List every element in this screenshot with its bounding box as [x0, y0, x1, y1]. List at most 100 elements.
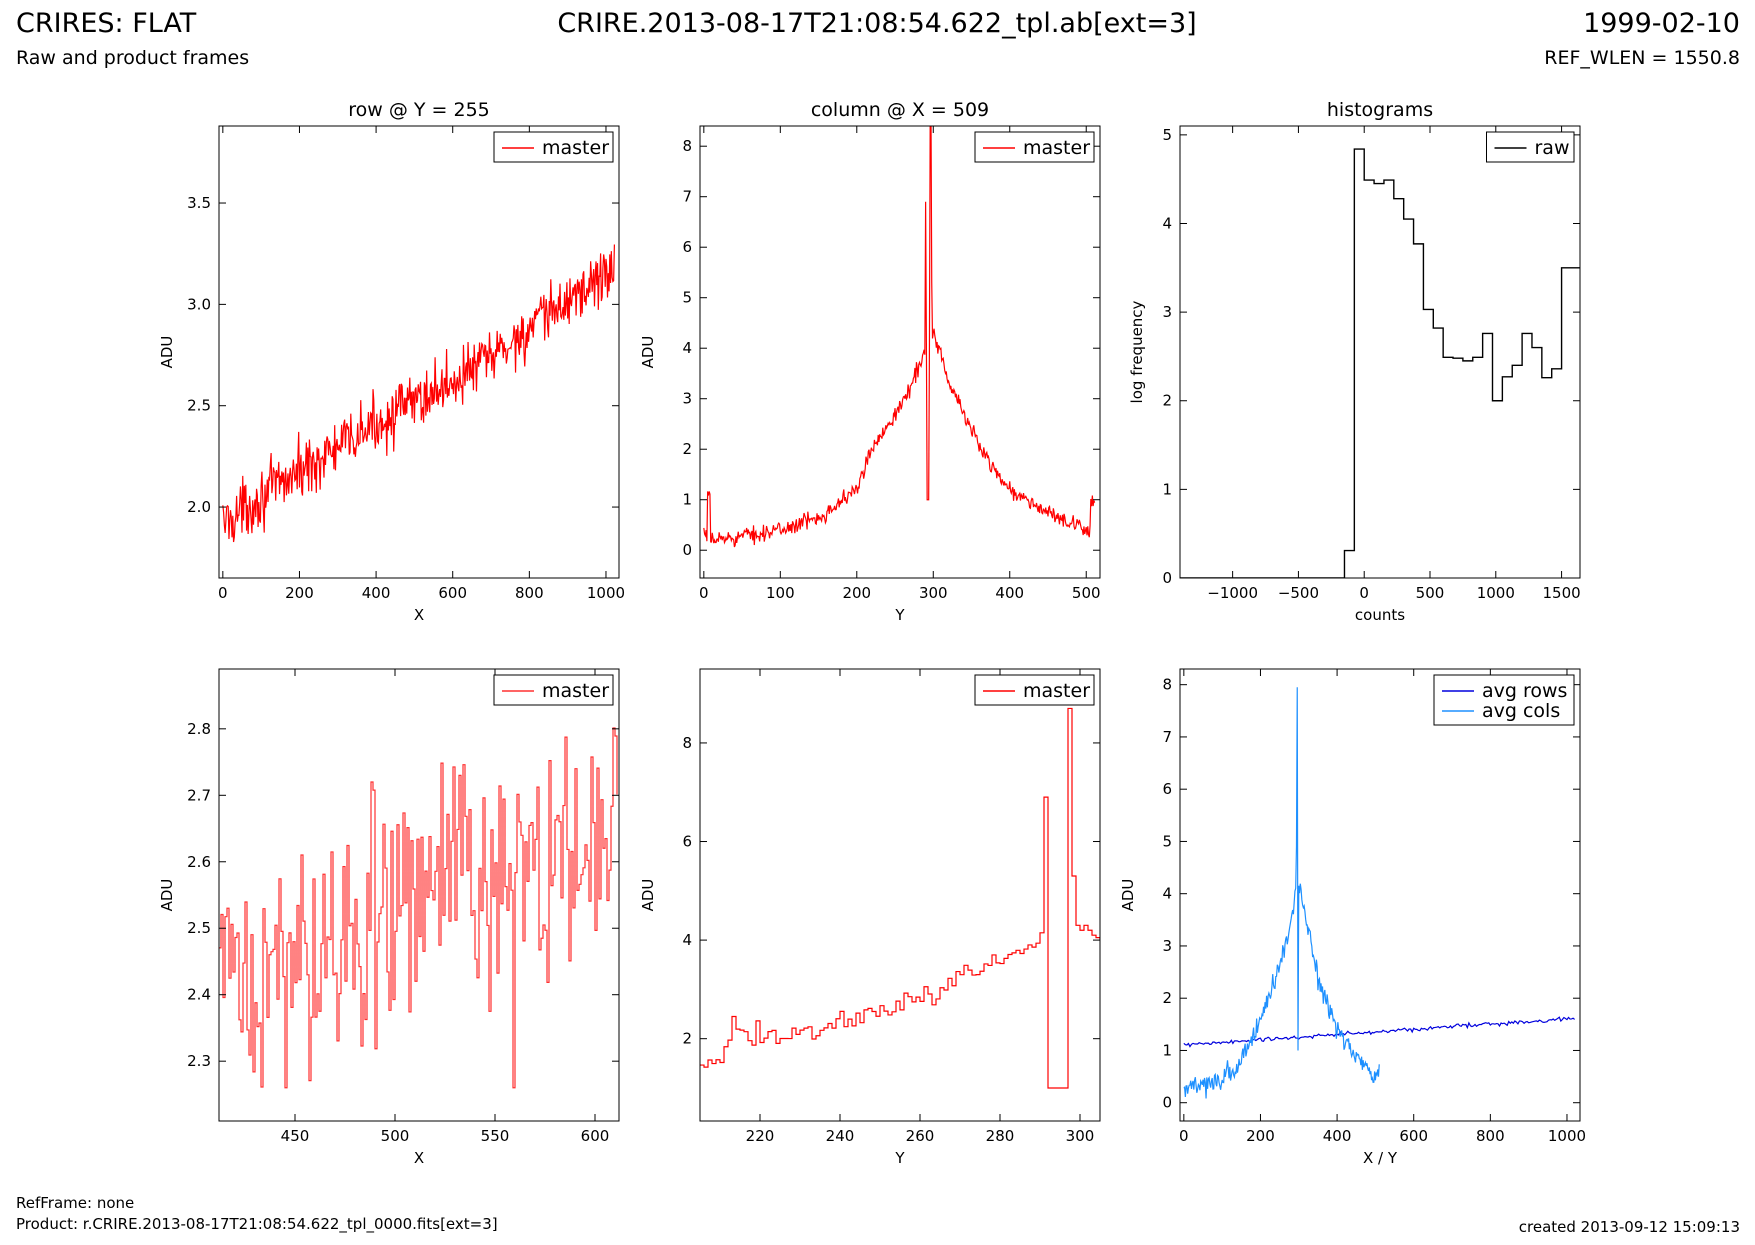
y-tick-label: 2	[682, 1030, 692, 1048]
x-tick-label: 600	[1399, 1127, 1428, 1145]
y-tick-label: 5	[1162, 126, 1172, 144]
y-tick-label: 8	[682, 137, 692, 155]
y-tick-label: 5	[1162, 832, 1172, 850]
created-note: created 2013-09-12 15:09:13	[1519, 1218, 1740, 1236]
legend-label: master	[542, 680, 609, 702]
series-line-master	[703, 126, 1096, 548]
series-line-avg-rows	[1183, 1016, 1576, 1048]
x-tick-label: 400	[362, 584, 391, 602]
legend: master	[493, 674, 614, 706]
plot-frame	[699, 125, 1101, 579]
y-tick-label: 6	[1162, 780, 1172, 798]
x-tick-label: 1500	[1542, 584, 1580, 602]
chart-title: row @ Y = 255	[348, 99, 490, 121]
x-tick-label: 1000	[587, 584, 625, 602]
y-tick-label: 2.5	[187, 919, 211, 937]
refframe-note: RefFrame: none	[16, 1194, 134, 1212]
legend: master	[974, 674, 1095, 706]
legend-label: master	[542, 137, 609, 159]
y-tick-label: 2.6	[187, 853, 211, 871]
series-line-master	[700, 707, 1100, 1089]
y-tick-label: 0	[682, 541, 692, 559]
legend-box	[1433, 674, 1575, 726]
y-tick-label: 4	[682, 339, 692, 357]
x-tick-label: −500	[1278, 584, 1319, 602]
y-tick-label: 2	[1162, 989, 1172, 1007]
legend-box	[493, 131, 614, 163]
y-tick-label: 1	[682, 491, 692, 509]
x-tick-label: 300	[919, 584, 948, 602]
x-tick-label: −1000	[1207, 584, 1258, 602]
y-tick-label: 7	[1162, 728, 1172, 746]
x-tick-label: 450	[281, 1127, 310, 1145]
x-tick-label: 550	[481, 1127, 510, 1145]
legend-box	[974, 131, 1095, 163]
x-tick-label: 100	[766, 584, 795, 602]
x-tick-label: 200	[285, 584, 314, 602]
legend: raw	[1486, 131, 1575, 163]
x-tick-label: 500	[381, 1127, 410, 1145]
average-profile-chart: 0 200 400 600 800 1000 0 1 2 3 4 5 6 7 8 X / Y ADU avg ro…	[1119, 668, 1586, 1167]
chart-title: column @ X = 509	[811, 99, 989, 121]
row-profile-chart: 0 200 400 600 800 1000 2.0 2.5 3.0 3.5 row @ Y = 2…	[158, 99, 625, 624]
y-tick-label: 1	[1162, 480, 1172, 498]
x-tick-label: 0	[1359, 584, 1369, 602]
y-tick-label: 2.8	[187, 720, 211, 738]
chart-title: histograms	[1327, 99, 1433, 121]
plot-frame	[699, 668, 1101, 1122]
y-tick-label: 5	[682, 289, 692, 307]
y-axis-label: ADU	[639, 336, 657, 369]
figure-subtitle: Raw and product frames	[16, 47, 249, 69]
legend-box	[1486, 131, 1575, 163]
x-tick-label: 600	[581, 1127, 610, 1145]
series-line-master	[222, 244, 616, 543]
y-tick-label: 2.0	[187, 498, 211, 516]
x-tick-label: 260	[906, 1127, 935, 1145]
x-tick-label: 200	[842, 584, 871, 602]
plot-frame	[218, 668, 620, 1122]
x-axis-label: X / Y	[1363, 1149, 1398, 1167]
y-tick-label: 0	[1162, 1094, 1172, 1112]
plot-frame	[1179, 125, 1581, 579]
y-tick-label: 6	[682, 238, 692, 256]
x-tick-label: 1000	[1477, 584, 1515, 602]
y-tick-label: 3.0	[187, 295, 211, 313]
y-tick-label: 2.7	[187, 786, 211, 804]
y-tick-label: 2.4	[187, 986, 211, 1004]
x-tick-label: 400	[1323, 1127, 1352, 1145]
series-line-avg-cols	[1183, 687, 1380, 1099]
x-tick-label: 1000	[1548, 1127, 1586, 1145]
y-axis-label: ADU	[158, 336, 176, 369]
x-axis-label: Y	[894, 1149, 905, 1167]
x-tick-label: 300	[1066, 1127, 1095, 1145]
x-tick-label: 800	[1476, 1127, 1505, 1145]
y-tick-label: 3	[1162, 937, 1172, 955]
x-tick-label: 0	[1179, 1127, 1189, 1145]
row-zoom-chart: 450 500 550 600 2.3 2.4 2.5 2.6 2.7 2.8 X ADU master	[158, 668, 620, 1167]
legend-label: avg cols	[1482, 700, 1560, 722]
x-tick-label: 600	[438, 584, 467, 602]
series-line-master	[219, 727, 618, 1089]
histogram-chart: −1000 −500 0 500 1000 1500 0 1 2 3 4 5 histograms cou…	[1128, 99, 1581, 624]
x-tick-label: 500	[1416, 584, 1445, 602]
y-axis-label: log frequency	[1128, 300, 1146, 403]
y-tick-label: 2	[682, 440, 692, 458]
observation-date: 1999-02-10	[1583, 8, 1740, 39]
legend-label: raw	[1535, 137, 1570, 159]
legend-label: avg rows	[1482, 680, 1567, 702]
series-line-raw	[1180, 148, 1580, 578]
y-tick-label: 2	[1162, 392, 1172, 410]
figure-title: CRIRES: FLAT	[16, 8, 197, 39]
x-axis-label: counts	[1355, 606, 1405, 624]
x-tick-label: 200	[1246, 1127, 1275, 1145]
plot-frame	[218, 125, 620, 579]
file-name: CRIRE.2013-08-17T21:08:54.622_tpl.ab[ext…	[557, 8, 1196, 39]
x-axis-label: X	[414, 1149, 424, 1167]
x-tick-label: 400	[995, 584, 1024, 602]
y-tick-label: 1	[1162, 1041, 1172, 1059]
x-axis-label: Y	[894, 606, 905, 624]
x-tick-label: 800	[515, 584, 544, 602]
column-zoom-chart: 220 240 260 280 300 2 4 6 8 Y ADU master	[639, 668, 1101, 1167]
